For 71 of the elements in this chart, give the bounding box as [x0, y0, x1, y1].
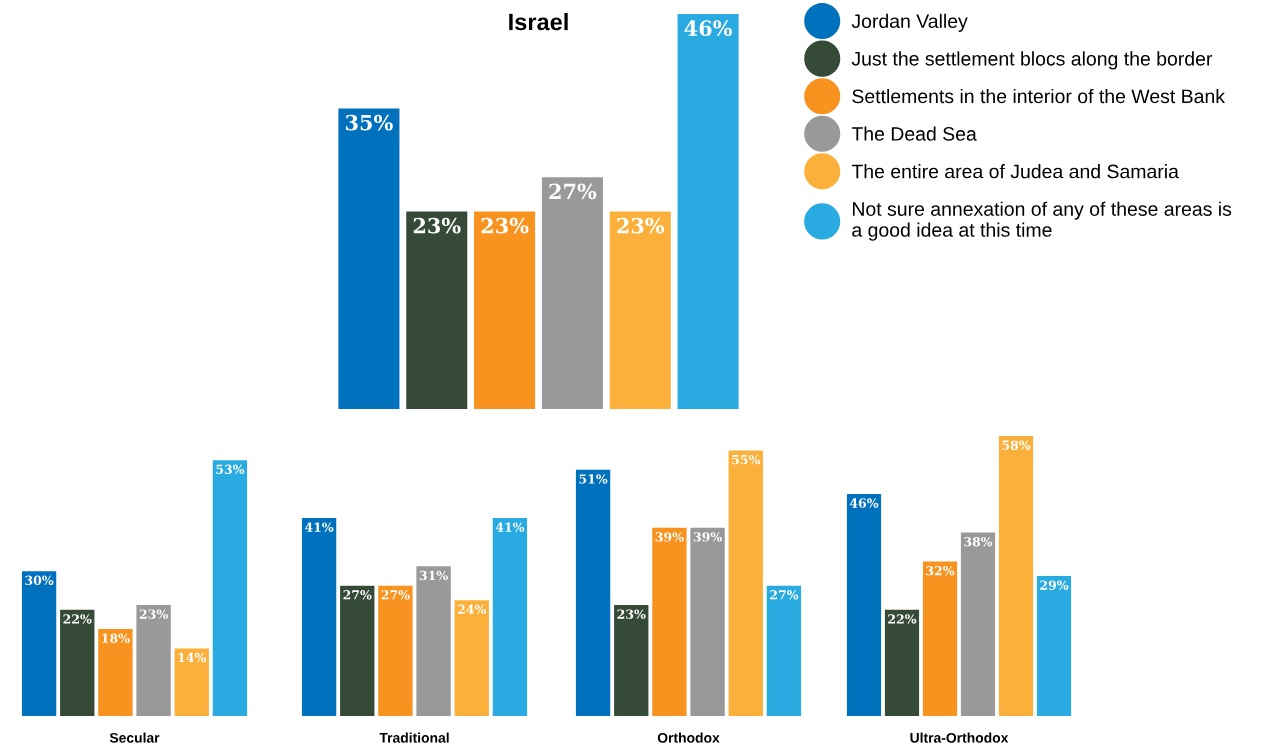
x-axis-title: Secular: [109, 732, 160, 743]
bar: [492, 518, 528, 716]
bar: [728, 450, 763, 716]
x-axis-title: Ultra-Orthodox: [910, 732, 1009, 743]
data-label: 23%: [617, 217, 665, 234]
data-label: 32%: [926, 565, 955, 576]
data-label: 53%: [216, 464, 245, 475]
data-label: 51%: [579, 474, 608, 484]
data-label: 55%: [732, 454, 761, 465]
bar: [677, 14, 739, 409]
data-label: 35%: [345, 114, 393, 131]
data-label: 18%: [102, 633, 130, 643]
bar: [652, 527, 687, 716]
data-label: 30%: [25, 575, 54, 586]
bar: [960, 532, 996, 716]
bar: [212, 460, 248, 716]
bar: [998, 436, 1034, 716]
x-axis-title: Orthodox: [657, 732, 720, 743]
data-label: 39%: [693, 532, 722, 542]
bar: [690, 527, 725, 716]
data-label: 46%: [849, 498, 879, 508]
data-label: 38%: [964, 536, 993, 547]
bar: [614, 604, 649, 716]
data-label: 31%: [419, 570, 448, 581]
data-label: 39%: [655, 532, 684, 542]
bar: [541, 177, 603, 409]
data-label: 23%: [413, 217, 461, 234]
legend-label: The Dead Sea: [851, 126, 977, 141]
data-label: 14%: [178, 652, 207, 663]
data-label: 24%: [457, 604, 487, 615]
bar: [301, 518, 337, 716]
bar: [474, 211, 536, 409]
data-label: 41%: [304, 522, 334, 532]
x-axis-title: Traditional: [379, 732, 449, 743]
bar: [922, 561, 958, 716]
bar: [340, 585, 375, 716]
bar: [60, 609, 95, 716]
bar: [98, 629, 133, 716]
data-label: 27%: [549, 183, 597, 200]
data-label: 27%: [381, 590, 410, 600]
bar: [884, 609, 920, 716]
data-label: 23%: [617, 609, 646, 619]
data-label: 58%: [1002, 440, 1031, 450]
data-label: 22%: [63, 614, 92, 624]
bar: [378, 585, 413, 716]
data-label: 27%: [343, 590, 372, 600]
chart-title: Israel: [509, 13, 568, 31]
bar: [406, 211, 468, 409]
data-label: 46%: [684, 20, 732, 37]
bar: [609, 211, 671, 409]
data-label: 23%: [481, 217, 529, 234]
bar: [575, 469, 611, 716]
data-label: 22%: [888, 614, 917, 624]
data-label: 23%: [139, 609, 168, 619]
bar: [1036, 576, 1072, 716]
legend-label: The entire area of Judea and Samaria: [851, 164, 1179, 179]
legend-label: Just the settlement blocs along the border: [851, 51, 1213, 70]
data-label: 29%: [1040, 580, 1069, 590]
bar: [21, 571, 57, 716]
bar: [846, 493, 882, 716]
bar: [454, 600, 489, 716]
legend-label: Not sure annexation of any of these areas is a good idea at this time: [852, 201, 1232, 241]
legend-label: Settlements in the interior of the West Bank: [852, 88, 1226, 104]
bar: [766, 585, 802, 716]
data-label: 27%: [770, 590, 799, 600]
legend-label: Jordan Valley: [851, 13, 968, 32]
bar: [136, 604, 171, 716]
bar: [174, 648, 209, 716]
bar: [416, 566, 451, 716]
data-label: 41%: [495, 522, 525, 532]
bar: [338, 108, 400, 409]
